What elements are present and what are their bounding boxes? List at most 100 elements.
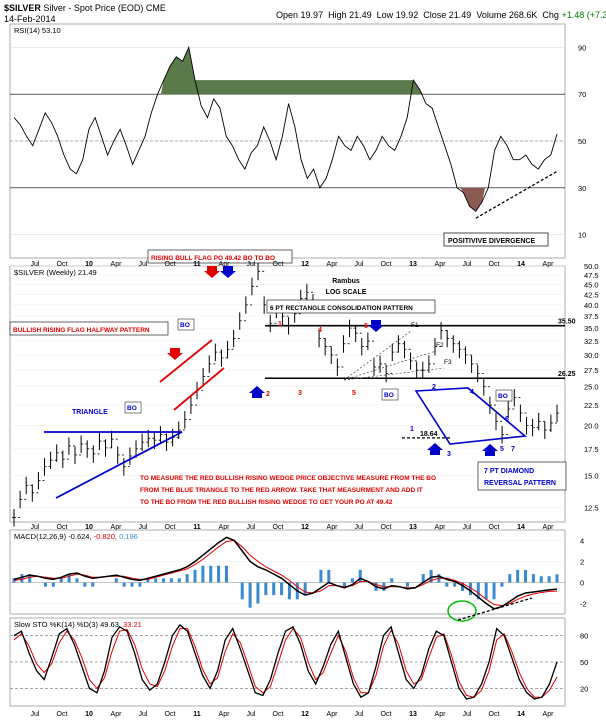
price-x-tick-label: Jul [31,524,40,531]
exchange-label: CME [145,3,166,13]
open-label: Open [276,10,299,20]
stoch-k-line [13,624,558,700]
price-x-tick-label: Apr [543,524,555,531]
log-scale-label: LOG SCALE [326,289,367,296]
rsi-x-tick-label: Oct [489,261,500,268]
rsi-divergence-line [475,170,558,219]
rsi-x-tick-label: Apr [111,261,123,268]
breakout-label-box [124,401,142,414]
price-level-label: 18.64 [420,431,438,438]
price-x-tick-label: 13 [409,524,417,531]
diamond-label-box [477,461,567,491]
stoch-x-tick-label: Oct [489,711,500,718]
triangle-label: TRIANGLE [72,409,108,416]
open-value: 19.97 [300,10,324,20]
stoch-tick-label: 20 [580,684,588,693]
symbol-header: $SILVER Silver - Spot Price (EOD) CME [4,3,166,13]
breakout-label-box [495,389,513,402]
rsi-x-tick-label: Apr [435,261,447,268]
rsi-x-tick-label: 11 [193,261,201,268]
rsi-x-tick-label: Oct [57,261,68,268]
rsi-x-tick-label: Jul [355,261,364,268]
macd-green-circle [447,600,477,622]
price-x-tick-label: 10 [85,524,93,531]
volume-value: 268.6K [508,10,538,20]
price-x-tick-label: 14 [517,524,525,531]
rsi-tick-label: 50 [578,137,586,146]
stoch-x-tick-label: 10 [85,711,93,718]
red-arrow-down-icon [204,266,220,278]
blue-arrow-down-icon [368,320,384,332]
diamond-label-2: REVERSAL PATTERN [484,480,556,487]
price-x-tick-label: Apr [219,524,231,531]
fan-line [343,367,445,381]
stoch-x-tick-label: Oct [57,711,68,718]
macd-line [13,536,558,610]
bull-flag-label-box [147,249,293,264]
price-x-tick-label: Jul [355,524,364,531]
high-label: High [328,10,347,20]
price-tick-label: 25.0 [584,383,599,392]
price-tick-label: 12.5 [584,503,599,512]
rectangle-point-label: 2 [266,391,270,398]
diamond-point-label: 3 [447,451,451,458]
symbol-name: Silver - Spot Price (EOD) [43,3,144,13]
rsi-x-tick-label: 13 [409,261,417,268]
macd-tick-label: 0 [580,579,584,588]
macd-title: MACD(12,26,9) -0.624, -0.820, 0.196 [14,532,138,541]
diamond-point-label: 4 [470,389,474,396]
stoch-x-tick-label: Jul [463,711,472,718]
diamond-outline [414,387,527,445]
rsi-x-tick-label: Jul [463,261,472,268]
rsi-x-tick-label: Jul [139,261,148,268]
price-x-tick-label: Apr [327,524,339,531]
price-tick-label: 47.5 [584,271,599,280]
breakout-label-box [381,388,399,401]
price-x-tick-label: Jul [247,524,256,531]
stoch-x-tick-label: 14 [517,711,525,718]
stoch-x-tick-label: Jul [247,711,256,718]
rsi-line [13,45,558,212]
change-label: Chg [542,10,559,20]
stoch-x-tick-label: Jul [355,711,364,718]
price-title: $SILVER (Weekly) 21.49 [14,268,97,277]
rsi-x-tick-label: Apr [543,261,555,268]
price-x-tick-label: Apr [111,524,123,531]
price-x-tick-label: Oct [57,524,68,531]
rsi-x-tick-label: Jul [31,261,40,268]
price-tick-label: 35.0 [584,324,599,333]
price-x-tick-label: Oct [489,524,500,531]
halfway-label-box [9,321,169,336]
stoch-tick-label: 80 [580,632,588,641]
stoch-x-tick-label: Apr [435,711,447,718]
red-arrow-down-icon [167,348,183,360]
rsi-x-tick-label: 12 [301,261,309,268]
rectangle-point-label: 4 [318,327,322,334]
low-value: 19.92 [395,10,419,20]
rsi-x-tick-label: Apr [327,261,339,268]
stoch-title: Slow STO %K(14) %D(3) 49.63, 33.21 [14,620,142,629]
diamond-point-label: 6 [505,416,509,423]
measure-note-1: TO MEASURE THE RED BULLISH RISING WEDGE … [140,475,436,482]
fan-line [343,350,437,381]
change-value: +1.48 (+7.37%) [561,10,606,20]
macd-panel-frame [9,529,566,615]
stoch-x-tick-label: Jul [139,711,148,718]
stoch-x-tick-label: Jul [31,711,40,718]
measure-note-3: TO THE BO FROM THE RED BULLISH RISING WE… [140,499,393,506]
stoch-x-tick-label: Oct [381,711,392,718]
stoch-x-tick-label: 13 [409,711,417,718]
wedge-bottom-line [173,367,225,411]
triangle-bottom-line [55,431,183,499]
stoch-x-tick-label: Apr [111,711,123,718]
rsi-x-tick-label: Apr [219,261,231,268]
rsi-oversold-fill [460,187,486,212]
rectangle-point-label: 3 [298,390,302,397]
rsi-overbought-fill [160,47,423,95]
rsi-tick-label: 10 [578,231,586,240]
diamond-label: 7 PT DIAMOND [484,468,534,475]
rambus-label: Rambus [332,278,360,285]
stoch-x-tick-label: Apr [327,711,339,718]
blue-arrow-up-icon [249,386,265,398]
